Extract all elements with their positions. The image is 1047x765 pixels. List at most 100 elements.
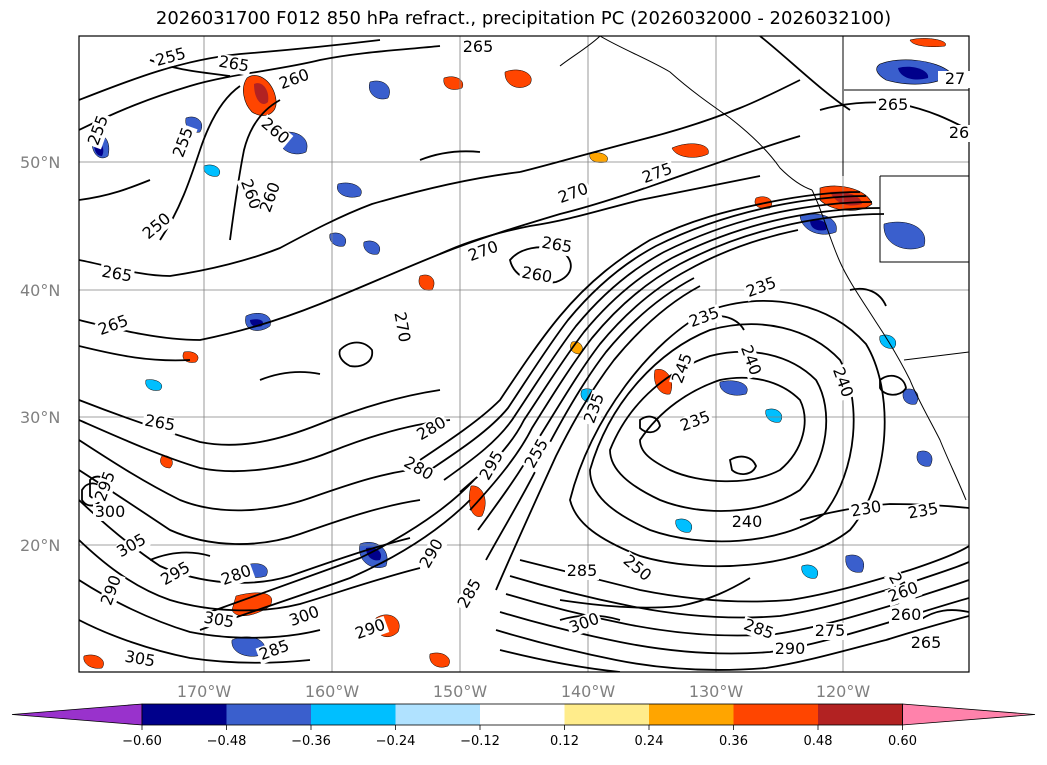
contour-label-bg bbox=[889, 607, 923, 624]
contour-label-bg bbox=[84, 111, 113, 150]
contour-label: 26 bbox=[949, 123, 969, 142]
colorbar-tick-label: −0.24 bbox=[376, 734, 416, 749]
contour-label: 240 bbox=[732, 512, 763, 531]
contour-label-bg bbox=[454, 574, 486, 613]
contour-label-bg bbox=[580, 389, 609, 428]
precip-patch bbox=[429, 652, 450, 668]
contour-label-bg bbox=[255, 636, 294, 665]
colorbar-segment bbox=[564, 704, 650, 725]
colorbar-segment bbox=[649, 704, 734, 725]
precip-patch bbox=[203, 164, 220, 177]
contour-label-bg bbox=[236, 175, 265, 214]
contour-label-bg bbox=[416, 534, 448, 573]
precip-patch bbox=[368, 80, 390, 100]
colorbar-tick-label: 0.12 bbox=[550, 734, 579, 749]
contour-label-bg bbox=[905, 500, 942, 523]
precip-patch bbox=[145, 379, 162, 391]
contour-label-bg bbox=[412, 413, 451, 445]
contour-label-bg bbox=[739, 615, 778, 644]
contour-label-bg bbox=[217, 561, 256, 590]
contour-label-bg bbox=[521, 434, 553, 473]
precip-patch bbox=[719, 380, 748, 396]
contour-label-bg bbox=[112, 530, 151, 562]
lon-label: 170°W bbox=[177, 682, 232, 701]
precip-patch bbox=[909, 38, 946, 47]
contour-label-bg bbox=[942, 125, 976, 142]
colorbar-segments bbox=[11, 703, 1036, 726]
precip-patch bbox=[916, 450, 933, 467]
precip-patch bbox=[337, 182, 362, 198]
contour-label-bg bbox=[876, 97, 910, 114]
colorbar-segment bbox=[226, 704, 312, 725]
precip-patch bbox=[801, 564, 818, 579]
lon-label: 160°W bbox=[305, 682, 360, 701]
precip-patch bbox=[898, 66, 929, 80]
contour-label-bg bbox=[476, 446, 508, 485]
colorbar-segment bbox=[395, 704, 481, 725]
contour-label-bg bbox=[938, 71, 972, 88]
precip-patch bbox=[443, 76, 464, 90]
lat-label: 40°N bbox=[20, 281, 60, 300]
contour-label: 300 bbox=[95, 502, 126, 521]
contour-label-bg bbox=[141, 412, 178, 435]
lon-label: 150°W bbox=[433, 682, 488, 701]
contour-label-bg bbox=[94, 311, 133, 340]
contour-label-bg bbox=[676, 407, 715, 436]
lat-label: 30°N bbox=[20, 408, 60, 427]
contour-label-bg bbox=[97, 571, 126, 610]
contour-label-bg bbox=[121, 648, 158, 671]
contour-label-bg bbox=[668, 349, 697, 388]
contour-label-bg bbox=[618, 551, 656, 586]
contour-label-bg bbox=[736, 341, 765, 380]
colorbar-tick-label: −0.60 bbox=[122, 734, 162, 749]
contour-label-bg bbox=[152, 45, 190, 71]
latitude-labels: 50°N 40°N 30°N 20°N bbox=[20, 153, 60, 555]
contour-label: 265 bbox=[878, 95, 909, 114]
contour-label-bg bbox=[518, 264, 555, 287]
lon-label: 120°W bbox=[816, 682, 871, 701]
colorbar: −0.60 −0.48 −0.36 −0.24 −0.12 0.12 0.24 0.36 0.4… bbox=[11, 703, 1036, 749]
contour-label-bg bbox=[200, 609, 237, 632]
contour-label-bg bbox=[351, 615, 390, 644]
contour-label-bg bbox=[848, 498, 885, 521]
contour-label-bg bbox=[138, 209, 176, 244]
contour-label-bg bbox=[828, 363, 857, 402]
contour-label-bg bbox=[390, 309, 413, 346]
colorbar-extend-high bbox=[902, 703, 1036, 726]
coastlines bbox=[559, 36, 969, 501]
contour-label-bg bbox=[461, 39, 495, 56]
precip-patch bbox=[810, 219, 828, 231]
precip-patch bbox=[845, 554, 864, 573]
contour-label-bg bbox=[565, 563, 599, 580]
contour-label-bg bbox=[156, 558, 195, 590]
contour-label-bg bbox=[91, 467, 120, 506]
colorbar-tick-label: 0.60 bbox=[888, 734, 917, 749]
colorbar-segment bbox=[142, 704, 227, 725]
colorbar-tick-label: 0.36 bbox=[719, 734, 748, 749]
precip-patch bbox=[879, 334, 896, 349]
contour-label-bg bbox=[275, 65, 314, 94]
contour-label-bg bbox=[813, 623, 847, 640]
contour-label: 290 bbox=[775, 639, 806, 658]
colorbar-tick-label: 0.48 bbox=[804, 734, 833, 749]
precip-patch bbox=[83, 654, 104, 669]
colorbar-segment bbox=[480, 704, 565, 725]
contour-label-bg bbox=[169, 123, 198, 162]
contour-label-bg bbox=[638, 159, 677, 188]
colorbar-tick-label: −0.36 bbox=[291, 734, 331, 749]
contour-label: 285 bbox=[567, 561, 598, 580]
contour-label-bg bbox=[730, 514, 764, 531]
colorbar-outline bbox=[141, 703, 903, 726]
map-plot-area bbox=[79, 36, 969, 672]
contour-label-bg bbox=[685, 303, 724, 332]
contour-label-bg bbox=[399, 453, 438, 485]
contour-label: 265 bbox=[911, 633, 942, 652]
contour-label-bg bbox=[565, 609, 604, 638]
colorbar-extend-low bbox=[11, 703, 143, 726]
precip-patch bbox=[671, 143, 709, 158]
longitude-labels: 170°W 160°W 150°W 140°W 130°W 120°W bbox=[177, 682, 871, 701]
contour-label: 27 bbox=[945, 69, 965, 88]
chart-title: 2026031700 F012 850 hPa refract., precip… bbox=[155, 8, 892, 29]
colorbar-segment bbox=[733, 704, 819, 725]
